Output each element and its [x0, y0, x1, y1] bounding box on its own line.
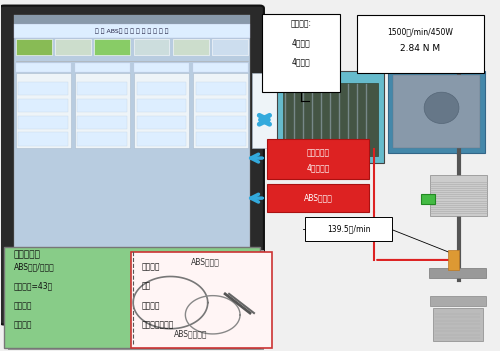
- Text: 图形显示: 图形显示: [14, 301, 32, 310]
- Bar: [136, 132, 186, 146]
- Bar: [16, 73, 70, 148]
- Text: 4个脉冲圈: 4个脉冲圈: [306, 163, 330, 172]
- Bar: [78, 99, 127, 112]
- Bar: [173, 39, 208, 55]
- Bar: [16, 291, 248, 305]
- Text: 1500转/min/450W: 1500转/min/450W: [388, 27, 453, 36]
- Ellipse shape: [424, 92, 459, 124]
- Bar: [136, 294, 186, 304]
- Bar: [136, 115, 186, 129]
- Bar: [388, 71, 485, 153]
- FancyBboxPatch shape: [305, 217, 392, 241]
- Bar: [8, 250, 264, 351]
- Bar: [18, 82, 68, 95]
- Bar: [16, 39, 52, 55]
- Bar: [4, 247, 260, 348]
- Text: ABS合格/不合格: ABS合格/不合格: [14, 263, 54, 272]
- Bar: [252, 73, 278, 148]
- Bar: [78, 132, 127, 146]
- Bar: [196, 115, 246, 129]
- Bar: [134, 39, 170, 55]
- Bar: [430, 176, 487, 216]
- Text: 更新服务: 更新服务: [142, 301, 161, 310]
- Bar: [86, 332, 176, 346]
- Bar: [75, 63, 130, 72]
- Text: 139.5转/min: 139.5转/min: [327, 224, 370, 233]
- Bar: [433, 308, 482, 341]
- FancyBboxPatch shape: [0, 6, 264, 325]
- Bar: [136, 82, 186, 95]
- Text: ABS旋转系统: ABS旋转系统: [174, 330, 207, 338]
- Text: 4个输出: 4个输出: [292, 58, 310, 67]
- Bar: [78, 115, 127, 129]
- Bar: [19, 294, 68, 304]
- Text: 测试结果: 测试结果: [142, 263, 161, 272]
- Bar: [430, 296, 486, 306]
- Bar: [134, 63, 189, 72]
- Text: 极对数（=43）: 极对数（=43）: [14, 282, 53, 291]
- Bar: [448, 250, 459, 270]
- Text: 测试结果：: 测试结果：: [14, 250, 40, 259]
- Bar: [429, 268, 486, 278]
- Text: ABS传感器: ABS传感器: [304, 194, 333, 203]
- Bar: [78, 82, 127, 95]
- Text: 汽 车 ABS传 感 器 功 能 测 试 系 统: 汽 车 ABS传 感 器 功 能 测 试 系 统: [95, 28, 168, 34]
- Text: SPB: SPB: [324, 73, 338, 82]
- Text: 脉冲发生器: 脉冲发生器: [307, 148, 330, 158]
- Bar: [196, 82, 246, 95]
- Bar: [14, 15, 250, 24]
- Text: 2.84 N M: 2.84 N M: [400, 44, 440, 53]
- Bar: [55, 39, 91, 55]
- Bar: [212, 39, 248, 55]
- Bar: [16, 63, 70, 72]
- Bar: [278, 71, 384, 163]
- FancyBboxPatch shape: [357, 15, 484, 73]
- Bar: [268, 139, 370, 179]
- Bar: [106, 318, 156, 336]
- Bar: [393, 74, 480, 148]
- Bar: [194, 73, 248, 148]
- Bar: [75, 73, 130, 148]
- Bar: [18, 132, 68, 146]
- Bar: [195, 294, 244, 304]
- Bar: [268, 184, 370, 212]
- Bar: [136, 99, 186, 112]
- Bar: [14, 24, 250, 38]
- Bar: [78, 294, 127, 304]
- Text: 信号交换:: 信号交换:: [290, 20, 312, 28]
- Bar: [18, 99, 68, 112]
- Bar: [134, 73, 189, 148]
- Text: 4个输入: 4个输入: [292, 39, 310, 48]
- Text: ABS传感器: ABS传感器: [191, 257, 220, 266]
- Bar: [94, 39, 130, 55]
- Bar: [421, 194, 435, 204]
- Bar: [194, 63, 248, 72]
- Bar: [14, 15, 250, 310]
- Bar: [196, 132, 246, 146]
- Bar: [130, 252, 272, 348]
- Text: 详细的数据记录: 详细的数据记录: [142, 320, 174, 329]
- Bar: [196, 99, 246, 112]
- Text: 诊断: 诊断: [142, 282, 152, 291]
- FancyBboxPatch shape: [262, 14, 340, 92]
- Bar: [284, 82, 378, 155]
- Text: 信号测试: 信号测试: [14, 320, 32, 329]
- Bar: [18, 115, 68, 129]
